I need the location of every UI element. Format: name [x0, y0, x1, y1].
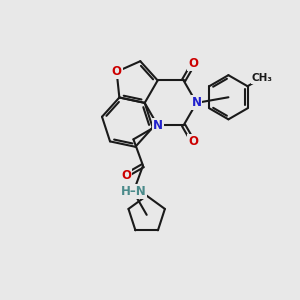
Text: N: N [191, 96, 202, 110]
Text: N: N [153, 119, 163, 132]
Text: CH₃: CH₃ [251, 73, 272, 83]
Text: O: O [112, 65, 122, 78]
Text: O: O [188, 135, 198, 148]
Text: H–N: H–N [121, 185, 146, 198]
Text: O: O [122, 169, 131, 182]
Text: O: O [188, 57, 198, 70]
